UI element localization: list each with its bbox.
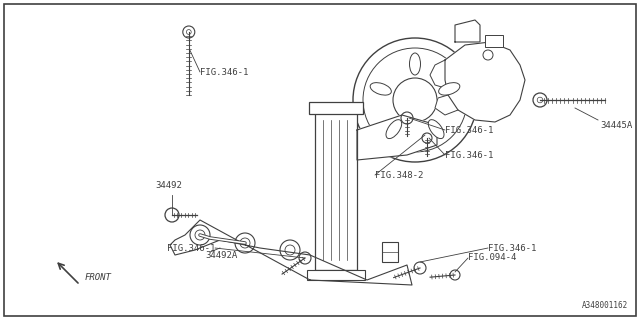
Text: 34492A: 34492A <box>205 251 237 260</box>
Ellipse shape <box>370 83 392 95</box>
Ellipse shape <box>410 53 420 75</box>
Polygon shape <box>455 20 480 42</box>
Polygon shape <box>435 95 458 115</box>
Polygon shape <box>357 115 437 160</box>
Text: 34445A: 34445A <box>600 121 632 130</box>
Text: A348001162: A348001162 <box>582 301 628 310</box>
Text: FIG.094-4: FIG.094-4 <box>468 253 516 262</box>
Text: FIG.346-1: FIG.346-1 <box>200 68 248 76</box>
Text: FIG.346-1: FIG.346-1 <box>445 150 493 159</box>
Text: FIG.348-2: FIG.348-2 <box>375 171 424 180</box>
Polygon shape <box>445 42 525 122</box>
Bar <box>485 35 503 47</box>
Ellipse shape <box>438 83 460 95</box>
Polygon shape <box>170 220 412 285</box>
Text: FRONT: FRONT <box>85 273 112 282</box>
Bar <box>315 110 357 270</box>
Polygon shape <box>430 60 445 88</box>
Text: FIG.346-1: FIG.346-1 <box>445 125 493 134</box>
Text: 34492: 34492 <box>155 180 182 189</box>
Bar <box>382 242 398 262</box>
Ellipse shape <box>428 120 444 139</box>
Bar <box>309 102 363 114</box>
Ellipse shape <box>386 120 402 139</box>
Text: FIG.346-1: FIG.346-1 <box>488 244 536 252</box>
Bar <box>307 270 365 280</box>
Text: FIG.346-1: FIG.346-1 <box>166 244 215 252</box>
